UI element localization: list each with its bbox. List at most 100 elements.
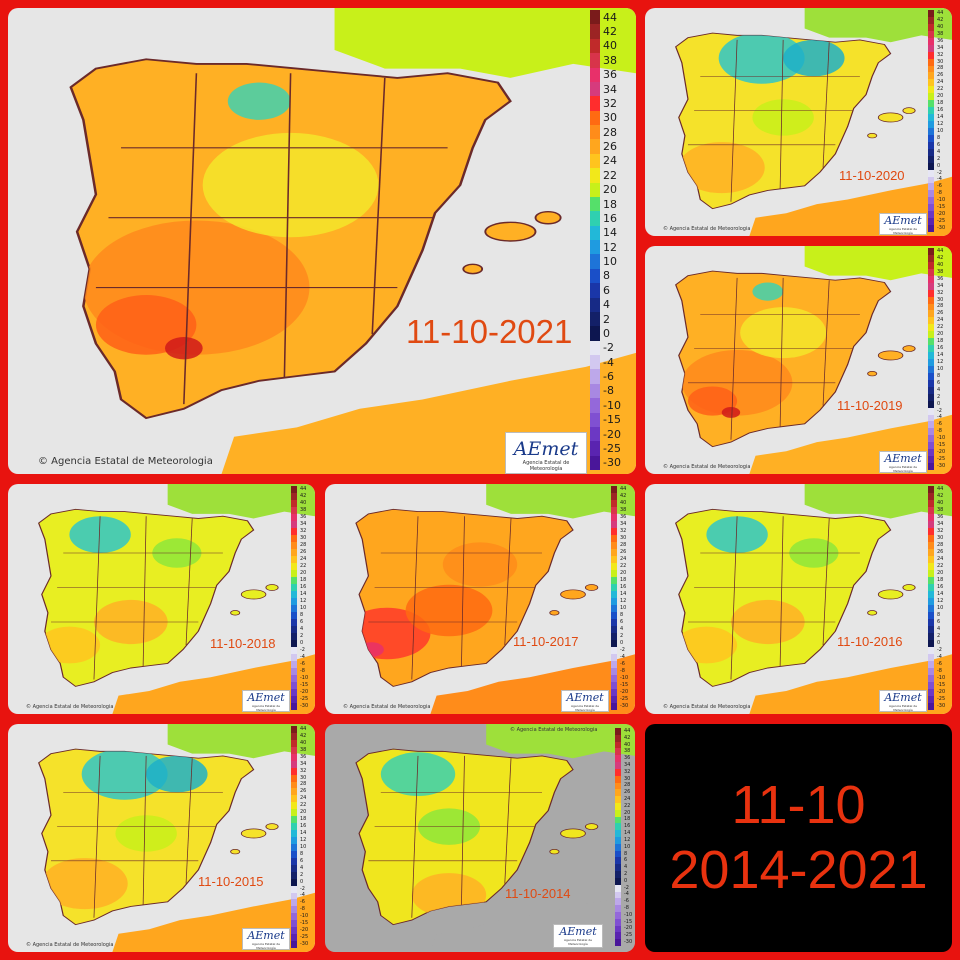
legend-label: -8 <box>620 668 625 674</box>
map-date: 11-10-2016 <box>837 634 903 649</box>
legend-entry: -20 <box>928 211 950 219</box>
legend-swatch <box>611 486 617 493</box>
legend-swatch <box>615 728 621 735</box>
legend-entry: 38 <box>291 507 313 514</box>
legend-label: -15 <box>300 682 309 688</box>
legend-label: 22 <box>603 168 617 182</box>
legend-swatch <box>928 190 934 198</box>
legend-swatch <box>615 864 621 872</box>
temperature-zone <box>687 386 738 416</box>
legend-entry: 24 <box>291 556 313 563</box>
legend-label: -15 <box>624 918 633 925</box>
legend-label: 4 <box>300 626 304 632</box>
legend-swatch <box>291 654 297 661</box>
temperature-zone <box>202 132 379 238</box>
legend-entry: 38 <box>928 507 950 514</box>
legend-swatch <box>291 934 297 942</box>
legend-label: -4 <box>603 355 614 369</box>
province-border <box>504 518 512 646</box>
legend-label: -20 <box>937 689 946 695</box>
legend-swatch <box>928 598 934 605</box>
legend-entry: 12 <box>291 598 313 605</box>
copyright-credit: © Agencia Estatal de Meteorologia <box>510 727 598 733</box>
legend-swatch <box>928 696 934 703</box>
province-border <box>461 516 465 669</box>
legend-label: -25 <box>937 456 946 463</box>
temperature-zone <box>442 542 518 587</box>
legend-label: 42 <box>937 16 944 23</box>
legend-entry: -6 <box>590 369 634 384</box>
legend-swatch <box>291 493 297 500</box>
legend-label: 2 <box>300 871 304 878</box>
legend-swatch <box>291 619 297 626</box>
temperature-zone <box>678 142 765 194</box>
legend-swatch <box>590 168 600 183</box>
copyright-credit: © Agencia Estatal de Meteorologia <box>38 456 213 467</box>
legend-label: 44 <box>603 10 617 24</box>
legend-entry: -10 <box>611 675 633 682</box>
legend-entry: 40 <box>291 739 313 747</box>
legend-entry: 0 <box>615 877 633 885</box>
legend-label: 10 <box>620 605 627 611</box>
province-border <box>779 277 784 429</box>
legend-label: 16 <box>620 584 627 590</box>
legend-entry: -6 <box>291 661 313 668</box>
legend-entry: 28 <box>928 303 950 311</box>
legend-entry: 36 <box>291 753 313 761</box>
copyright-credit: © Agencia Estatal de Meteorologia <box>663 704 751 710</box>
legend-swatch <box>590 139 600 154</box>
legend-swatch <box>928 275 934 283</box>
legend-label: -8 <box>937 428 942 435</box>
legend-swatch <box>590 53 600 68</box>
legend-swatch <box>928 682 934 689</box>
legend-entry: 6 <box>590 283 634 298</box>
legend-label: 20 <box>620 570 627 576</box>
legend-label: 40 <box>937 261 944 268</box>
legend-entry: 40 <box>928 23 950 31</box>
legend-swatch <box>590 38 600 54</box>
legend-swatch <box>928 296 934 304</box>
legend-label: -30 <box>937 703 946 709</box>
legend-label: 2 <box>937 633 941 639</box>
legend-label: 30 <box>937 58 944 65</box>
legend-label: 38 <box>300 507 307 513</box>
legend-swatch <box>291 899 297 907</box>
legend-entry: 38 <box>928 30 950 38</box>
legend-entry: 44 <box>291 726 313 733</box>
temperature-map <box>675 484 952 714</box>
legend-label: 42 <box>937 493 944 499</box>
legend-label: 32 <box>937 51 944 58</box>
legend-entry: 6 <box>291 857 313 865</box>
summary-day: 11-10 <box>731 775 866 835</box>
legend-swatch <box>611 605 617 612</box>
legend-entry: 22 <box>291 563 313 570</box>
legend-label: 32 <box>620 528 627 534</box>
legend-label: -10 <box>300 913 309 920</box>
legend-swatch <box>291 500 297 507</box>
legend-swatch <box>291 816 297 824</box>
legend-entry: 4 <box>615 864 633 872</box>
legend-entry: 4 <box>291 626 313 633</box>
legend-entry: -20 <box>291 927 313 935</box>
legend-swatch <box>291 823 297 831</box>
legend-swatch <box>928 421 934 429</box>
temperature-zone <box>740 307 827 359</box>
legend-entry: 42 <box>611 493 633 500</box>
legend-swatch <box>928 528 934 535</box>
legend-label: 38 <box>937 507 944 513</box>
legend-swatch <box>291 549 297 556</box>
legend-label: 14 <box>624 830 631 837</box>
legend-label: 18 <box>620 577 627 583</box>
legend-entry: -6 <box>928 421 950 429</box>
legend-swatch <box>615 857 621 865</box>
legend-label: 0 <box>624 877 628 884</box>
legend-swatch <box>928 338 934 346</box>
legend-label: 14 <box>620 591 627 597</box>
legend-label: 22 <box>624 802 631 809</box>
legend-entry: 36 <box>928 37 950 45</box>
temperature-zone <box>165 336 203 360</box>
legend-swatch <box>611 563 617 570</box>
legend-entry: 4 <box>928 626 950 633</box>
map-date: 11-10-2014 <box>505 886 571 901</box>
legend-label: -4 <box>937 654 942 660</box>
